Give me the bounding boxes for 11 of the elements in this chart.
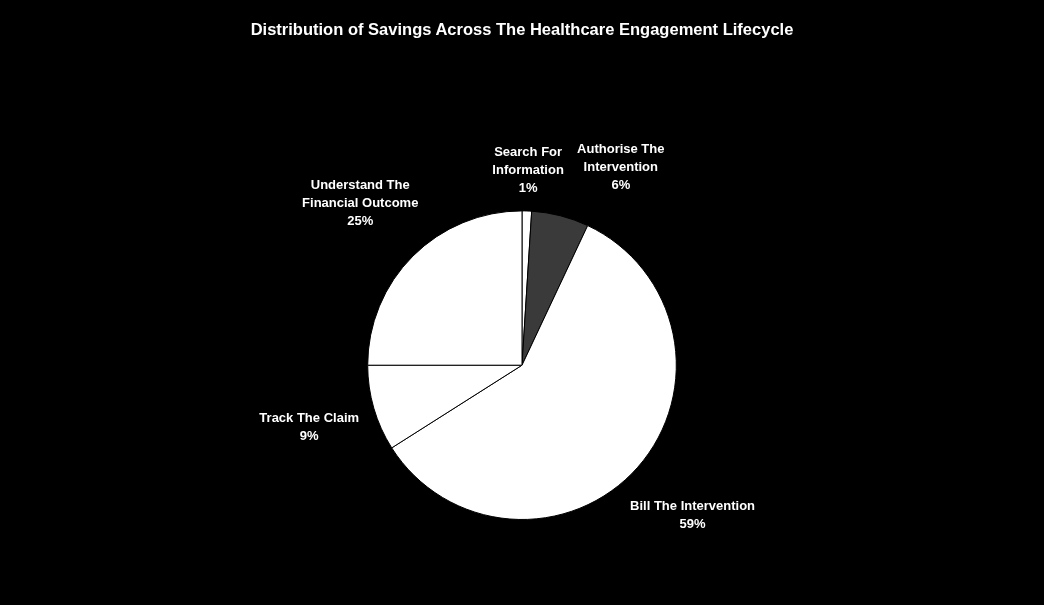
slice-label: Track The Claim (259, 409, 360, 425)
data-label: 1% (518, 180, 538, 196)
data-label: 59% (679, 516, 707, 532)
data-label: 9% (299, 427, 320, 443)
slice-label: Understand The Financial Outcome (302, 177, 419, 211)
data-label: 25% (347, 213, 374, 229)
slice-label: Search For Information (492, 144, 564, 178)
data-label: 6% (611, 176, 631, 192)
chart-title: Distribution of Savings Across The Healthcare Engagement Lifecycle (250, 19, 794, 39)
slice-label: Bill The Intervention (630, 498, 756, 514)
slice-label: Authorise The Intervention (577, 140, 665, 174)
